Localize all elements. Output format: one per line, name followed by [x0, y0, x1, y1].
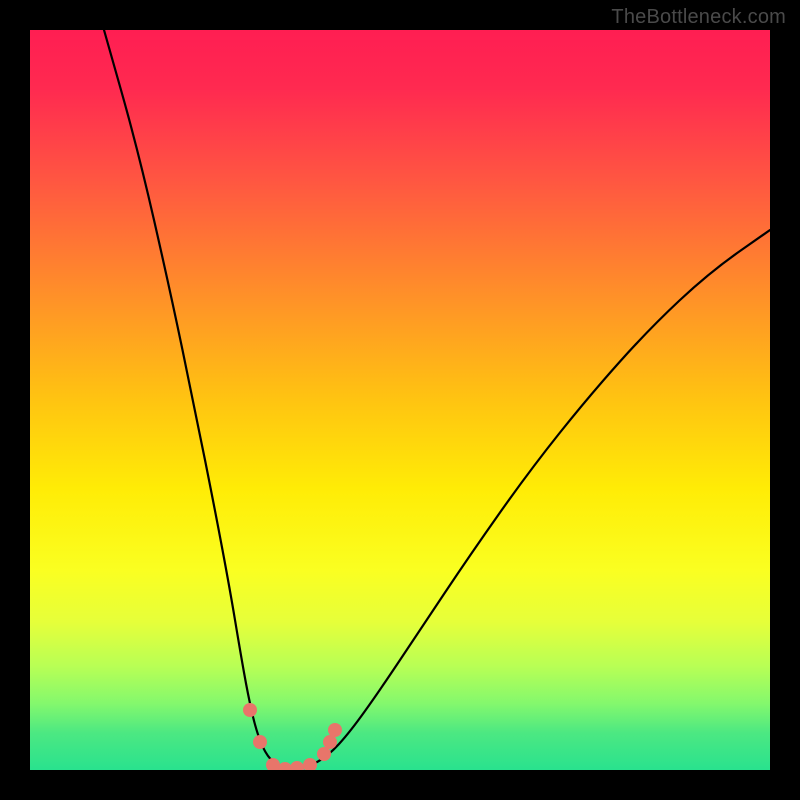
marker-point: [328, 723, 342, 737]
marker-point: [317, 747, 331, 761]
marker-group: [243, 703, 342, 770]
marker-point: [303, 758, 317, 770]
marker-point: [323, 735, 337, 749]
curve-layer: [30, 30, 770, 770]
marker-point: [266, 758, 280, 770]
marker-point: [278, 762, 292, 770]
marker-point: [243, 703, 257, 717]
marker-point: [290, 761, 304, 770]
watermark-text: TheBottleneck.com: [611, 6, 786, 29]
marker-point: [253, 735, 267, 749]
plot-area: [30, 30, 770, 770]
v-curve: [104, 30, 770, 768]
